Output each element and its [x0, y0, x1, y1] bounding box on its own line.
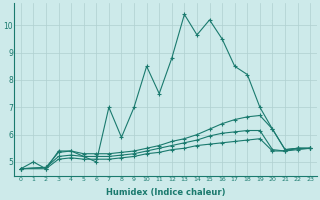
X-axis label: Humidex (Indice chaleur): Humidex (Indice chaleur) — [106, 188, 225, 197]
